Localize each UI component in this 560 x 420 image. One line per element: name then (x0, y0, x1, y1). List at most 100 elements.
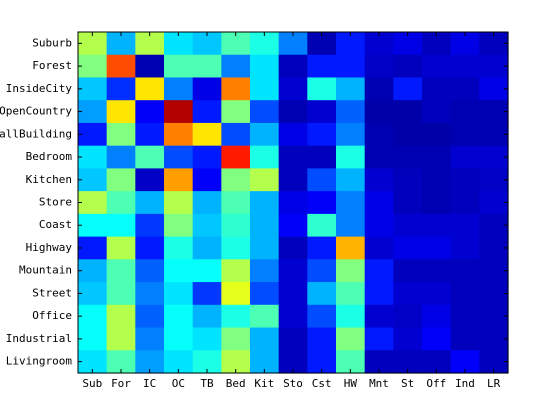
heatmap-cell (364, 54, 394, 79)
heatmap-cell (336, 350, 366, 374)
heatmap-cell (393, 32, 423, 56)
heatmap-cell (250, 145, 280, 169)
heatmap-cell (135, 168, 165, 192)
heatmap-cell (78, 77, 108, 101)
heatmap-cell (221, 191, 251, 215)
heatmap-cell (135, 350, 165, 374)
heatmap-cell (336, 54, 366, 79)
heatmap-cell (336, 191, 366, 215)
heatmap-cell (278, 77, 308, 101)
heatmap-cell (278, 327, 308, 351)
x-tick-label: Ind (455, 377, 475, 390)
heatmap-cell (250, 54, 280, 79)
heatmap-cell (250, 191, 280, 215)
x-tick-labels: Sub For IC OC TB Bed Kit Sto Cst HW Mnt St Off Ind LR (82, 377, 500, 390)
heatmap-cell (307, 304, 337, 329)
heatmap-cell (479, 350, 509, 374)
heatmap-cell (307, 282, 337, 306)
heatmap-cell (192, 236, 222, 260)
heatmap-cell (106, 145, 136, 169)
heatmap-cell (192, 145, 222, 169)
heatmap-cell (336, 304, 366, 329)
heatmap-cell (479, 282, 509, 306)
heatmap-cell (307, 168, 337, 192)
heatmap-cell (278, 168, 308, 192)
heatmap-cell (479, 145, 509, 169)
heatmap-cell (479, 100, 509, 124)
x-tick-label: IC (143, 377, 156, 390)
y-tick-label: TallBuilding (0, 127, 72, 140)
heatmap-cell (364, 122, 394, 147)
y-tick-label: Mountain (19, 264, 72, 277)
heatmap-cell (393, 213, 423, 238)
heatmap-cell (393, 168, 423, 192)
x-tick-label: Sto (283, 377, 303, 390)
heatmap-cell (336, 327, 366, 351)
heatmap-cell (250, 327, 280, 351)
heatmap-cell (164, 54, 194, 79)
heatmap-cell (221, 350, 251, 374)
heatmap-cell (422, 122, 452, 147)
heatmap-cell (221, 327, 251, 351)
heatmap-cell (393, 145, 423, 169)
heatmap-cell (192, 259, 222, 283)
heatmap-cell (336, 236, 366, 260)
axis-ticks (78, 32, 508, 373)
heatmap-cell (278, 100, 308, 124)
heatmap-cell (278, 304, 308, 329)
heatmap-cell (450, 236, 480, 260)
heatmap-cell (135, 145, 165, 169)
heatmap-cell (479, 191, 509, 215)
heatmap-cell (250, 32, 280, 56)
heatmap-cell (164, 282, 194, 306)
heatmap-cell (78, 191, 108, 215)
heatmap-cell (164, 145, 194, 169)
heatmap-cell (192, 213, 222, 238)
heatmap-cell (164, 191, 194, 215)
heatmap-cell (336, 282, 366, 306)
y-tick-label: OpenCountry (0, 105, 72, 118)
heatmap-cell (106, 327, 136, 351)
heatmap-cell (135, 236, 165, 260)
heatmap-cell (393, 259, 423, 283)
heatmap-cell (422, 168, 452, 192)
heatmap-cell (479, 168, 509, 192)
y-tick-label: Kitchen (26, 173, 72, 186)
heatmap-cell (393, 304, 423, 329)
heatmap-cell (250, 100, 280, 124)
heatmap-cell (221, 236, 251, 260)
heatmap-cell (393, 282, 423, 306)
heatmap-cell (106, 32, 136, 56)
heatmap-cell (221, 100, 251, 124)
heatmap-cell (393, 122, 423, 147)
heatmap-cell (422, 145, 452, 169)
heatmap-cell (278, 236, 308, 260)
heatmap-cell (307, 213, 337, 238)
heatmap-cell (78, 213, 108, 238)
heatmap-cell (450, 304, 480, 329)
heatmap-cell (336, 32, 366, 56)
heatmap-cell (221, 282, 251, 306)
heatmap-cell (192, 304, 222, 329)
heatmap-cell (364, 236, 394, 260)
x-tick-label: TB (200, 377, 214, 390)
heatmap-cell (250, 122, 280, 147)
heatmap-cell (393, 100, 423, 124)
heatmap-cell (479, 304, 509, 329)
heatmap-cell (250, 282, 280, 306)
heatmap-cell (164, 77, 194, 101)
x-tick-label: For (111, 377, 131, 390)
heatmap-cell (364, 213, 394, 238)
heatmap-cell (192, 100, 222, 124)
heatmap-cell (307, 236, 337, 260)
y-tick-label: Highway (26, 241, 73, 254)
heatmap-cell (78, 259, 108, 283)
heatmap-cell (164, 327, 194, 351)
heatmap-cell (278, 282, 308, 306)
heatmap-cell (106, 122, 136, 147)
heatmap-cell (164, 213, 194, 238)
heatmap-cell (422, 213, 452, 238)
y-tick-label: InsideCity (6, 82, 73, 95)
heatmap-cell (106, 191, 136, 215)
